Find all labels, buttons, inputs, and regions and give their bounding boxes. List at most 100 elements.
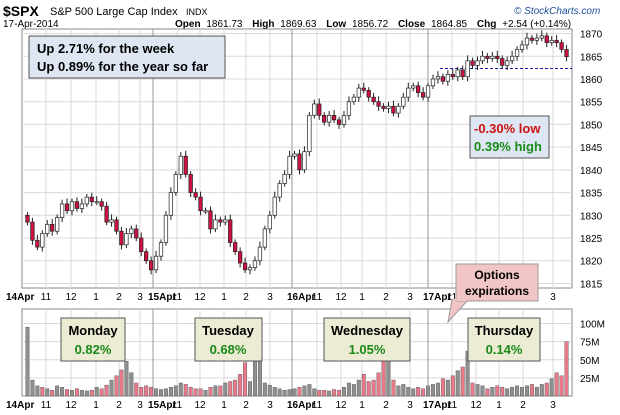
volume-bar bbox=[356, 379, 361, 397]
candle-body bbox=[69, 201, 75, 212]
price-tick-label: 1825 bbox=[580, 234, 603, 245]
candle-body bbox=[282, 174, 287, 184]
x-tick-label: 3 bbox=[407, 400, 413, 411]
candle-body bbox=[327, 114, 332, 123]
candle-body bbox=[30, 221, 35, 241]
volume-bar bbox=[79, 390, 84, 397]
volume-bar bbox=[549, 378, 554, 397]
candle-body bbox=[40, 233, 45, 248]
candle-body bbox=[139, 237, 144, 252]
x-tick-label: 2 bbox=[116, 400, 122, 411]
candle-body bbox=[198, 196, 203, 212]
volume-bar bbox=[109, 379, 114, 397]
high-label: High bbox=[252, 19, 274, 30]
volume-bar bbox=[534, 387, 539, 397]
candle-body bbox=[371, 96, 376, 103]
volume-bar bbox=[233, 379, 238, 397]
candle-body bbox=[480, 55, 485, 62]
candle-body bbox=[277, 183, 282, 198]
candle-body bbox=[119, 230, 124, 246]
x-tick-label: 3 bbox=[267, 400, 273, 411]
volume-tick-label: 75M bbox=[580, 338, 599, 349]
candle-body bbox=[544, 35, 549, 43]
volume-bar bbox=[30, 379, 35, 397]
volume-bar bbox=[406, 387, 411, 397]
volume-bar bbox=[312, 388, 317, 397]
candle-body bbox=[460, 69, 465, 78]
x-tick-label: 3 bbox=[267, 292, 273, 303]
candles bbox=[25, 30, 569, 275]
options-line1: Options bbox=[474, 268, 520, 282]
candle-body bbox=[376, 101, 381, 107]
volume-bar bbox=[431, 384, 435, 397]
svg-text:Open 1861.73 High: Open 1861.73 High 1869.63 Low 1856.72 Cl… bbox=[175, 19, 571, 30]
x-tick-label: 1 bbox=[221, 400, 227, 411]
candle-body bbox=[302, 151, 307, 171]
volume-bar bbox=[272, 387, 277, 397]
volume-bar bbox=[40, 387, 45, 397]
year-change: Up 0.89% for the year so far bbox=[37, 59, 208, 74]
candle-body bbox=[272, 196, 277, 216]
volume-bar bbox=[70, 390, 74, 397]
candle-body bbox=[539, 35, 544, 39]
day-box-tuesday: Tuesday 0.68% bbox=[194, 317, 263, 362]
high-value: 1869.63 bbox=[280, 19, 317, 30]
x-tick-label: 12 bbox=[194, 292, 206, 303]
volume-bar bbox=[213, 385, 218, 397]
volume-axis: 25M 50M 75M 100M bbox=[580, 320, 605, 385]
volume-bar bbox=[485, 388, 490, 397]
candle-body bbox=[361, 87, 366, 91]
candle-body bbox=[74, 201, 80, 209]
candle-body bbox=[228, 219, 233, 243]
volume-bar bbox=[381, 361, 386, 397]
x-tick-label: 16Apr bbox=[287, 292, 315, 303]
price-tick-label: 1850 bbox=[580, 120, 603, 131]
volume-bar bbox=[505, 388, 510, 397]
candle-body bbox=[208, 210, 213, 230]
volume-bar bbox=[262, 382, 267, 397]
volume-bar bbox=[277, 388, 282, 397]
volume-bar bbox=[114, 375, 119, 397]
candle-body bbox=[129, 228, 134, 234]
low-label: Low bbox=[326, 19, 346, 30]
volume-bar bbox=[500, 387, 505, 397]
volume-bar bbox=[144, 385, 149, 397]
x-tick-label: 1 bbox=[359, 400, 365, 411]
volume-bar bbox=[134, 382, 139, 397]
volume-bar bbox=[154, 388, 159, 397]
candle-body bbox=[89, 196, 94, 203]
candle-body bbox=[356, 87, 361, 98]
x-tick-label: 12 bbox=[194, 400, 206, 411]
volume-bar bbox=[411, 388, 416, 397]
candle-body bbox=[104, 205, 109, 223]
candle-body bbox=[490, 55, 495, 59]
volume-bar bbox=[322, 390, 327, 397]
x-tick-label: 12 bbox=[65, 292, 77, 303]
x-tick-label: 14Apr bbox=[6, 400, 34, 411]
candle-body bbox=[514, 49, 520, 57]
volume-bar bbox=[426, 385, 431, 397]
volume-bar bbox=[84, 390, 89, 397]
volume-bar bbox=[193, 388, 198, 397]
close-value: 1864.85 bbox=[431, 19, 468, 30]
x-tick-label: 2 bbox=[520, 400, 526, 411]
volume-tick-label: 50M bbox=[580, 356, 599, 367]
candle-body bbox=[391, 105, 396, 114]
price-tick-label: 1860 bbox=[580, 75, 603, 86]
day-box-thursday: Thursday 0.14% bbox=[467, 317, 541, 362]
volume-bar bbox=[510, 387, 515, 397]
week-change: Up 2.71% for the week bbox=[37, 41, 175, 56]
x-tick-label: 11 bbox=[41, 400, 52, 411]
volume-bar bbox=[89, 390, 94, 397]
candle-body bbox=[188, 174, 193, 193]
volume-bar bbox=[94, 387, 99, 397]
volume-bar bbox=[168, 387, 173, 397]
price-tick-label: 1820 bbox=[580, 257, 603, 268]
volume-bar bbox=[332, 389, 337, 397]
volume-bar bbox=[302, 385, 307, 397]
open-label: Open bbox=[175, 19, 201, 30]
candle-body bbox=[564, 49, 569, 58]
candle-body bbox=[331, 114, 337, 121]
x-tick-label: 1 bbox=[221, 292, 227, 303]
candle-body bbox=[495, 55, 500, 59]
